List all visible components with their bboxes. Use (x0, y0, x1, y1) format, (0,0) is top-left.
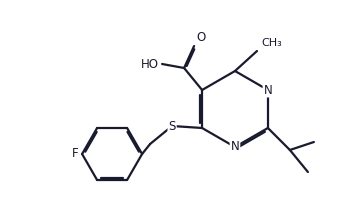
Text: CH₃: CH₃ (261, 38, 282, 48)
Text: HO: HO (141, 58, 159, 71)
Text: N: N (231, 141, 239, 154)
Text: F: F (71, 148, 78, 161)
Text: O: O (196, 31, 205, 44)
Text: N: N (264, 83, 272, 97)
Text: S: S (168, 120, 176, 132)
